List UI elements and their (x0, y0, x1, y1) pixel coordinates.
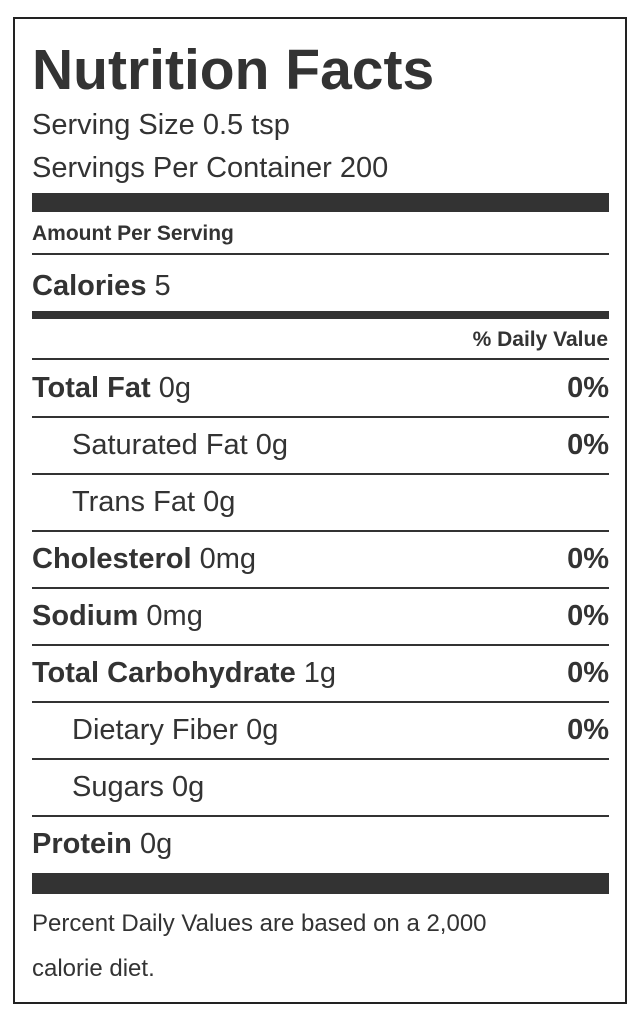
title: Nutrition Facts (32, 38, 435, 102)
nutrient-amount: 0mg (146, 600, 203, 632)
nutrient-amount: 0g (139, 828, 173, 860)
nutrient-label: Sodium (32, 600, 139, 632)
daily-value: 0% (567, 657, 609, 689)
amount-per-serving: Amount Per Serving (32, 222, 234, 245)
nutrient-label: Protein (32, 828, 132, 860)
nutrient-amount: 0g (246, 714, 279, 746)
nutrient-text: Trans Fat 0g (32, 486, 235, 518)
calories-amount: 5 (154, 270, 171, 302)
nutrient-row: Sodium 0mg 0% (32, 588, 609, 645)
nutrient-amount: 0g (203, 486, 236, 518)
nutrition-label: Nutrition Facts Serving Size 0.5 tsp Ser… (13, 17, 627, 1004)
nutrient-text: Sugars 0g (32, 771, 204, 803)
nutrient-label: Cholesterol (32, 543, 192, 575)
medium-rule (32, 311, 609, 319)
daily-value-header: % Daily Value (472, 328, 608, 351)
nutrient-label: Dietary Fiber (72, 714, 238, 746)
nutrient-text: Cholesterol 0mg (32, 543, 256, 575)
daily-value: 0% (567, 600, 609, 632)
nutrient-text: Total Carbohydrate 1g (32, 657, 336, 689)
serving-size: Serving Size 0.5 tsp (32, 109, 290, 141)
rule (32, 416, 609, 418)
nutrient-label: Saturated Fat (72, 429, 248, 461)
nutrient-text: Total Fat 0g (32, 372, 191, 404)
nutrient-text: Saturated Fat 0g (32, 429, 288, 461)
footnote: Percent Daily Values are based on a 2,00… (32, 910, 487, 982)
nutrient-text: Protein 0g (32, 828, 172, 860)
thick-rule (32, 193, 609, 212)
nutrient-label: Sugars (72, 771, 164, 803)
rule (32, 758, 609, 760)
daily-value: 0% (567, 372, 609, 404)
nutrient-text: Dietary Fiber 0g (32, 714, 278, 746)
servings-per-container: Servings Per Container 200 (32, 152, 389, 184)
rule (32, 644, 609, 646)
calories-label: Calories (32, 270, 147, 302)
nutrient-label: Total Carbohydrate (32, 657, 296, 689)
nutrient-amount: 0g (158, 372, 192, 404)
thick-rule (32, 873, 609, 894)
calories: Calories 5 (32, 266, 171, 306)
rule (32, 815, 609, 817)
nutrient-amount: 0g (171, 771, 205, 803)
rule (32, 530, 609, 532)
nutrient-row: Dietary Fiber 0g 0% (32, 702, 609, 759)
rule (32, 587, 609, 589)
nutrient-row: Trans Fat 0g (32, 474, 609, 531)
nutrient-row: Cholesterol 0mg 0% (32, 531, 609, 588)
nutrient-label: Trans Fat (72, 486, 196, 518)
rule (32, 701, 609, 703)
rule (32, 473, 609, 475)
daily-value: 0% (567, 543, 609, 575)
nutrient-row: Total Carbohydrate 1g 0% (32, 645, 609, 702)
nutrient-row: Total Fat 0g 0% (32, 360, 609, 417)
nutrient-row: Protein 0g (32, 816, 609, 873)
daily-value: 0% (567, 714, 609, 746)
rule (32, 253, 609, 255)
nutrient-label: Total Fat (32, 372, 151, 404)
nutrient-row: Saturated Fat 0g 0% (32, 417, 609, 474)
nutrient-amount: 1g (303, 657, 337, 689)
nutrient-amount: 0mg (199, 543, 257, 575)
daily-value: 0% (567, 429, 609, 461)
nutrient-text: Sodium 0mg (32, 600, 203, 632)
rule (32, 358, 609, 360)
nutrient-amount: 0g (255, 429, 289, 461)
nutrient-row: Sugars 0g (32, 759, 609, 816)
